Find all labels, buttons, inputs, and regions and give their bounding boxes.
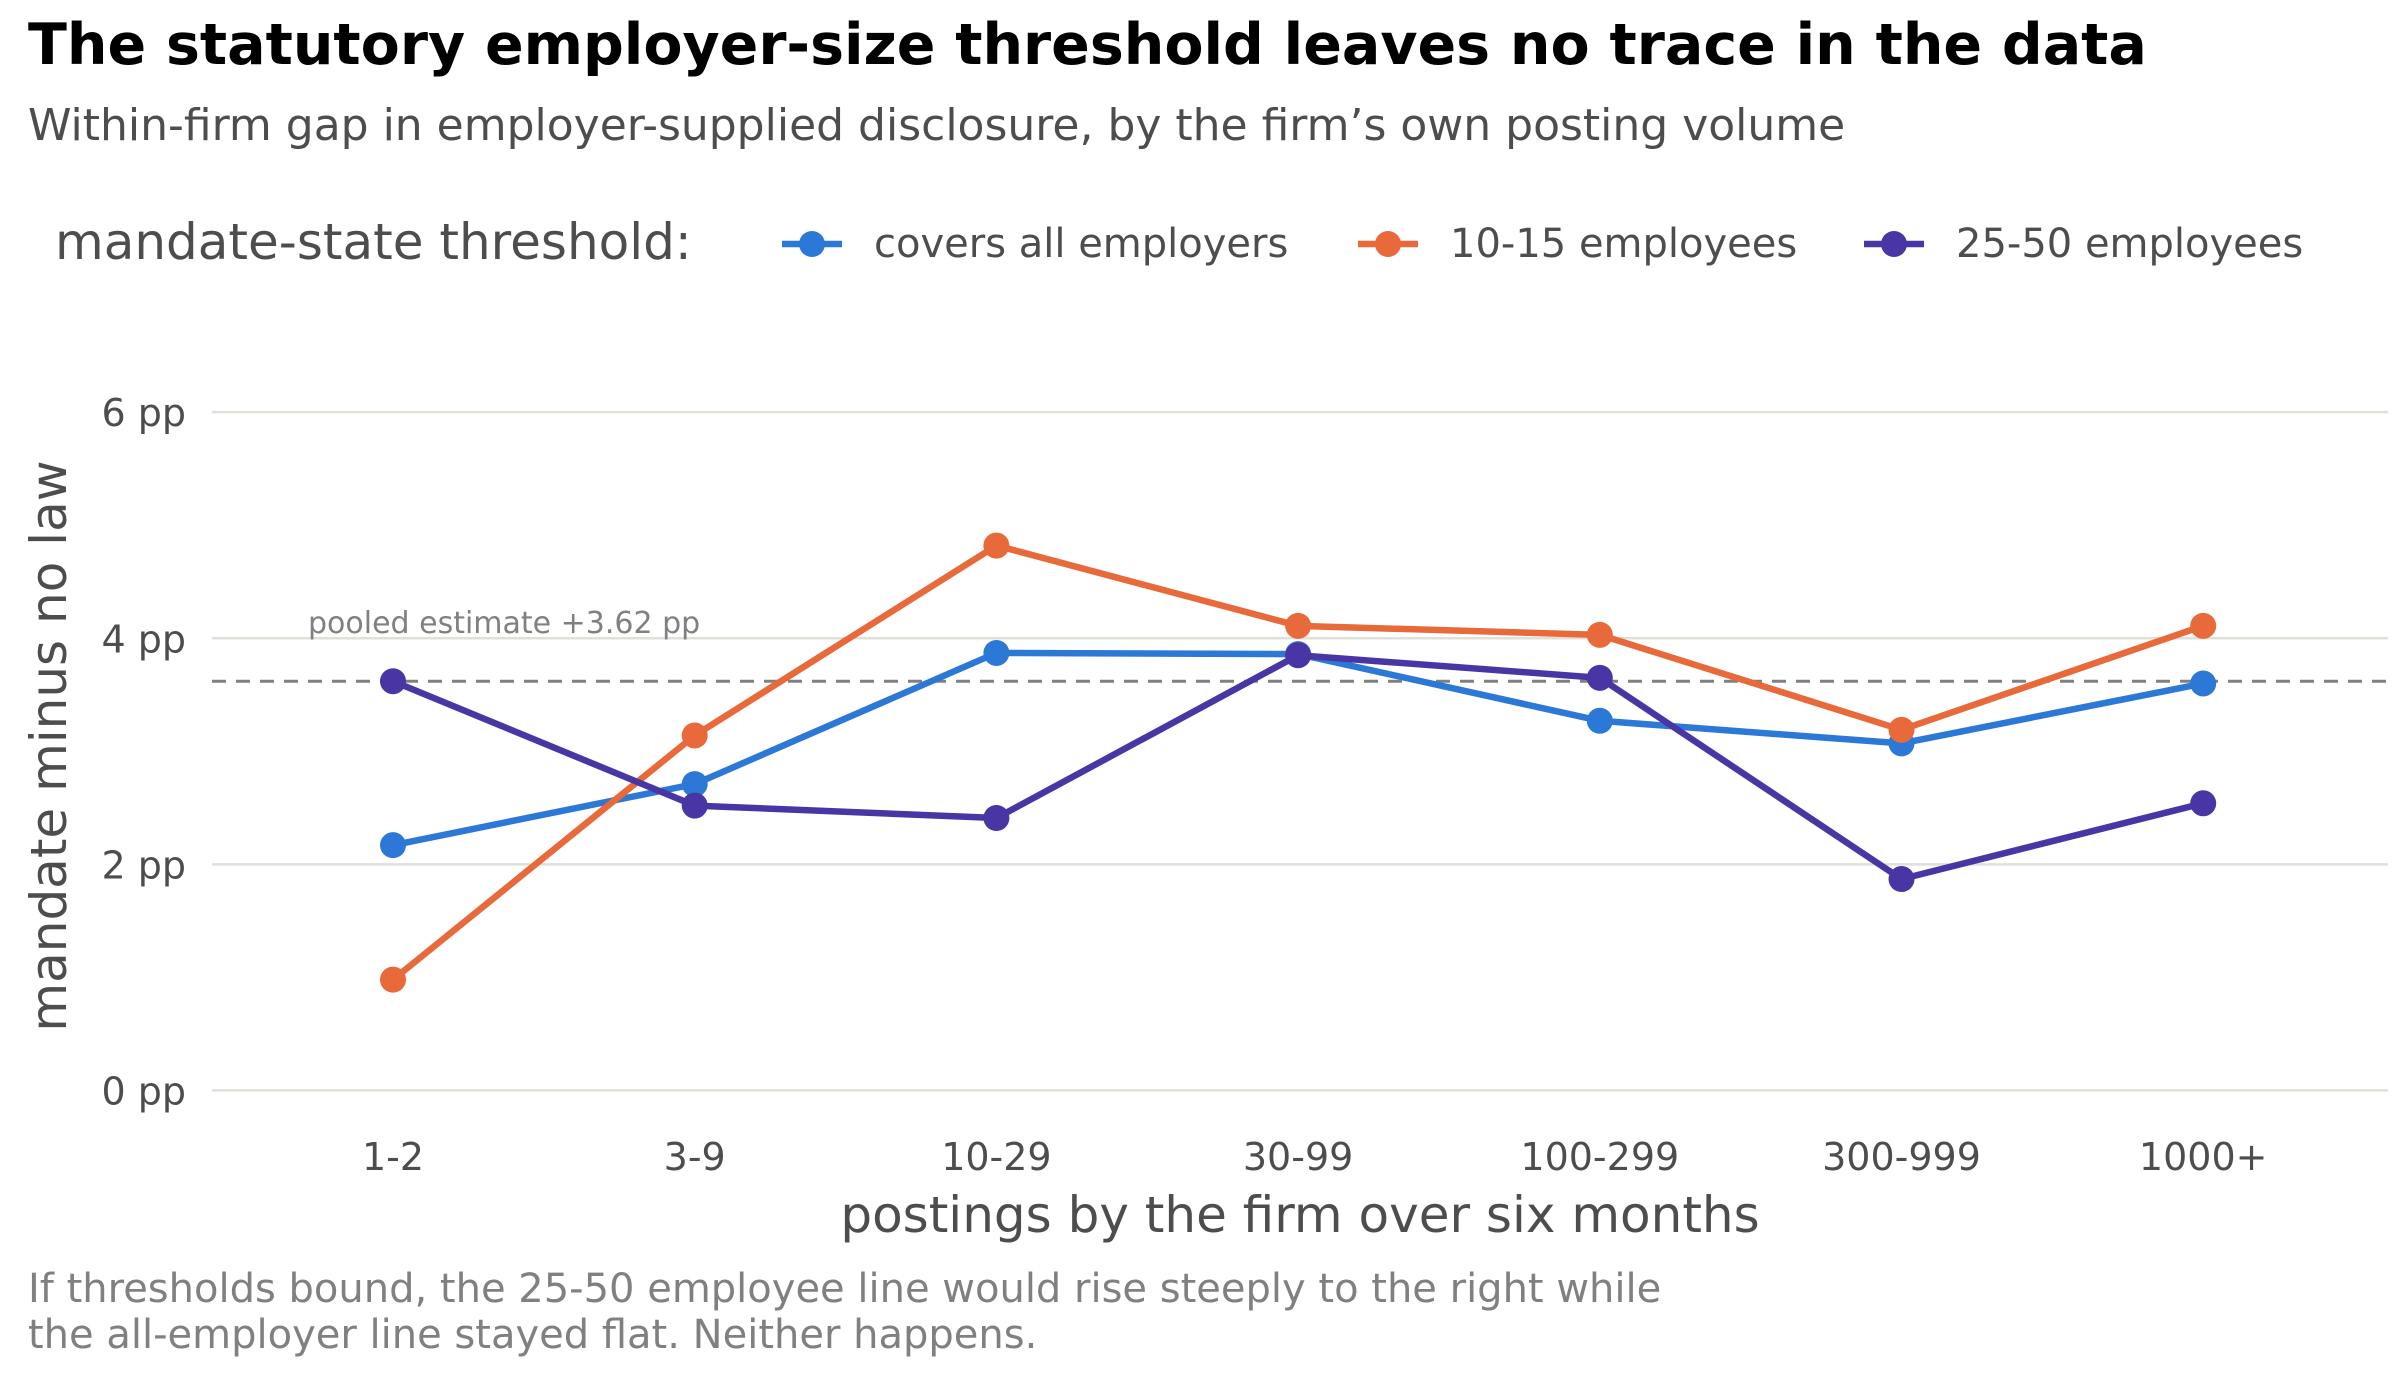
legend-swatch-point	[1881, 231, 1907, 257]
x-axis-title: postings by the firm over six months	[840, 1186, 1759, 1244]
legend: mandate-state threshold: covers all empl…	[55, 213, 2303, 271]
x-tick-label: 3-9	[664, 1135, 726, 1179]
legend-item: 10-15 employees	[1358, 221, 1797, 267]
y-tick-label: 2 pp	[102, 843, 187, 887]
legend-item: 25-50 employees	[1864, 221, 2303, 267]
data-point	[2190, 790, 2217, 817]
data-point	[1285, 642, 1312, 669]
reference-line-group: pooled estimate +3.62 pp	[212, 606, 2388, 683]
data-point	[681, 722, 708, 749]
y-tick-label: 4 pp	[102, 617, 187, 661]
grid-lines	[212, 410, 2388, 1092]
data-point	[1888, 716, 1915, 743]
data-point	[681, 771, 708, 798]
x-tick-label: 10-29	[941, 1135, 1051, 1179]
data-point	[380, 966, 406, 993]
series-1	[380, 532, 2217, 993]
y-axis-title: mandate minus no law	[20, 460, 78, 1031]
series-2	[380, 642, 2217, 893]
data-point	[1586, 707, 1613, 734]
caption-line-1: If thresholds bound, the 25-50 employee …	[28, 1266, 1661, 1312]
series-0	[380, 639, 2217, 859]
legend-items: covers all employers 10-15 employees 25-50…	[782, 221, 2303, 267]
x-axis-ticks: 1-2 3-9 10-29 30-99 100-299 300-999 1000+	[362, 1135, 2268, 1179]
legend-swatch-point	[1375, 231, 1401, 257]
caption-line-2: the all-employer line stayed flat. Neith…	[28, 1312, 1037, 1358]
x-tick-label: 1000+	[2139, 1135, 2268, 1179]
data-point	[2190, 612, 2217, 639]
legend-label: covers all employers	[874, 221, 1288, 267]
legend-label: 25-50 employees	[1956, 221, 2303, 267]
x-tick-label: 100-299	[1520, 1135, 1679, 1179]
data-point	[1888, 866, 1915, 893]
data-point	[1586, 664, 1613, 691]
legend-title: mandate-state threshold:	[55, 213, 692, 271]
data-point	[2190, 670, 2217, 697]
y-tick-label: 6 pp	[102, 391, 187, 435]
pooled-estimate-label: pooled estimate +3.62 pp	[308, 606, 700, 641]
y-tick-label: 0 pp	[102, 1069, 187, 1113]
data-point	[380, 668, 406, 695]
x-tick-label: 1-2	[362, 1135, 424, 1179]
series-group	[380, 532, 2217, 993]
data-point	[983, 639, 1010, 666]
legend-swatch-point	[799, 231, 825, 257]
data-point	[1285, 612, 1312, 639]
data-point	[380, 832, 406, 859]
legend-item: covers all employers	[782, 221, 1288, 267]
chart-subtitle: Within-firm gap in employer-supplied dis…	[28, 100, 1845, 151]
data-point	[983, 532, 1010, 559]
series-line	[389, 651, 2207, 883]
data-point	[681, 792, 708, 819]
y-axis-ticks: 0 pp 2 pp 4 pp 6 pp	[102, 391, 187, 1113]
x-tick-label: 300-999	[1822, 1135, 1981, 1179]
chart-title: The statutory employer-size threshold le…	[28, 12, 2147, 78]
x-tick-label: 30-99	[1243, 1135, 1353, 1179]
data-point	[983, 805, 1010, 831]
data-point	[1586, 621, 1613, 648]
legend-label: 10-15 employees	[1450, 221, 1797, 267]
